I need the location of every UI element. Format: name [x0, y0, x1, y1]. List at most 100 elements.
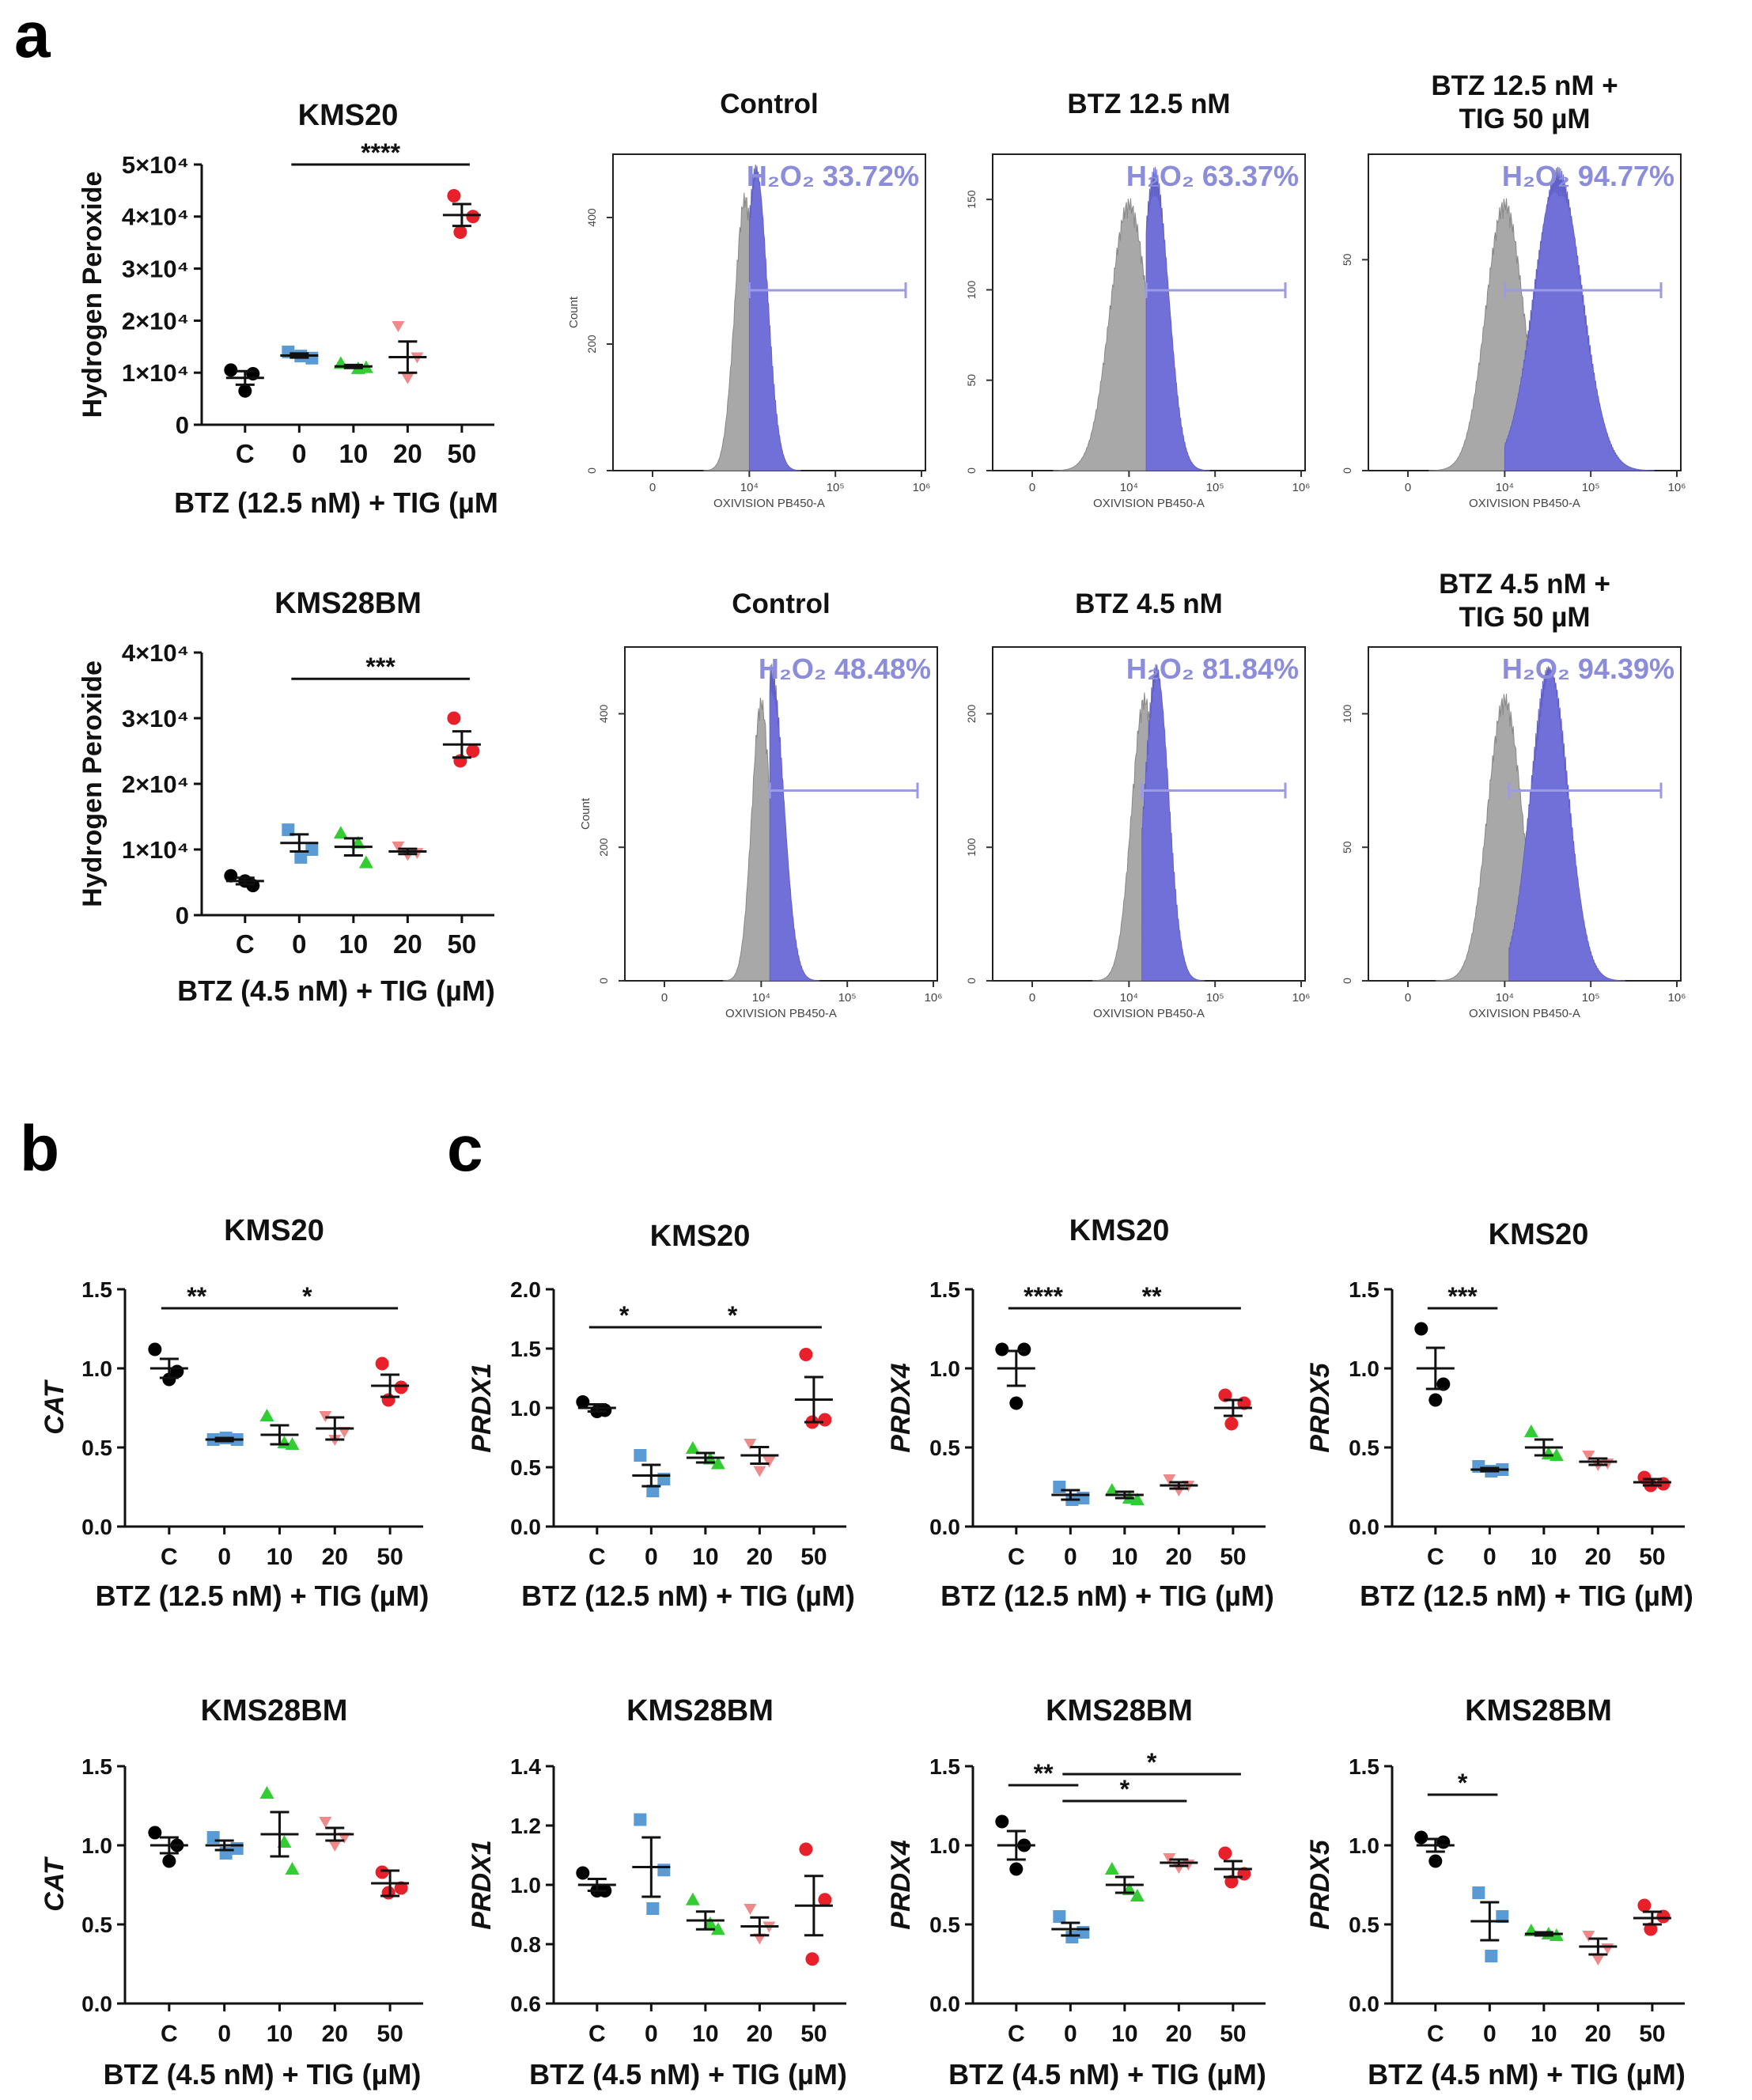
- y-tick-label: 0.5: [81, 1913, 112, 1937]
- x-tick-label: 10: [267, 1544, 293, 1570]
- data-point: [162, 1854, 176, 1868]
- gate-label: H₂O₂ 48.48%: [759, 653, 931, 685]
- y-axis-label: PRDX1: [467, 1840, 497, 1929]
- histogram-x-tick-label: 10⁶: [913, 481, 931, 494]
- y-tick-label: 0.5: [929, 1436, 960, 1460]
- data-point: [710, 1922, 725, 1935]
- y-tick-label: 0.0: [81, 1992, 112, 2016]
- data-point: [259, 1786, 274, 1799]
- sample-distribution: [1141, 664, 1205, 982]
- data-point: [453, 754, 467, 768]
- histogram-y-tick-label: 200: [965, 705, 978, 724]
- histogram-x-tick-label: 0: [649, 481, 656, 494]
- histogram-y-tick-label: 150: [965, 190, 978, 209]
- data-point: [206, 1831, 220, 1844]
- data-point: [818, 1893, 832, 1907]
- x-tick-label: 20: [747, 2021, 773, 2047]
- data-point: [294, 850, 308, 864]
- x-tick-label: 50: [448, 929, 477, 959]
- chart-title: KMS20: [224, 1214, 324, 1247]
- y-tick-label: 1.0: [81, 1356, 112, 1381]
- chart-title: KMS20: [1489, 1218, 1589, 1251]
- x-tick-label: 0: [1483, 1544, 1497, 1570]
- x-tick-label: 0: [1483, 2021, 1497, 2047]
- y-axis-label: PRDX4: [886, 1363, 916, 1452]
- data-point: [328, 1841, 342, 1852]
- x-tick-label: 50: [1220, 1544, 1246, 1570]
- y-tick-label: 1.5: [929, 1277, 960, 1302]
- data-point: [1053, 1910, 1066, 1923]
- x-tick-label: C: [161, 1544, 178, 1570]
- gate-label: H₂O₂ 63.37%: [1126, 160, 1299, 192]
- x-tick-label: C: [1427, 2021, 1444, 2047]
- histogram-h5: BTZ 4.5 nM H₂O₂ 81.84% 0 100 200 0 10⁴ 10⁵ 10⁶ OX…: [965, 588, 1310, 1020]
- histogram-y-tick-label: 50: [1341, 253, 1353, 266]
- y-tick-label: 0.6: [510, 1992, 541, 2016]
- data-point: [762, 1456, 776, 1468]
- x-tick-label: 0: [1064, 2021, 1077, 2047]
- x-tick-label: 20: [1585, 2021, 1611, 2047]
- histogram-x-label: OXIVISION PB450-A: [1093, 1007, 1205, 1020]
- data-point: [148, 1342, 162, 1356]
- significance-label: *: [1120, 1775, 1130, 1803]
- data-point: [1224, 1875, 1239, 1889]
- histogram-h2: BTZ 12.5 nM H₂O₂ 63.37% 0 50 100 150 0 10⁴ 10⁵ 10…: [965, 89, 1310, 510]
- x-tick-label: 20: [1585, 1544, 1611, 1570]
- y-tick-label: 2×10⁴: [122, 307, 189, 335]
- y-axis-label: PRDX5: [1305, 1362, 1335, 1452]
- histogram-x-tick-label: 0: [1029, 991, 1035, 1005]
- histogram-x-tick-label: 10⁵: [1582, 481, 1600, 494]
- x-axis-label: BTZ (4.5 nM) + TIG (µM): [177, 974, 495, 1007]
- x-axis-label: BTZ (12.5 nM) + TIG (µM): [1360, 1580, 1693, 1612]
- histogram-y-tick-label: 200: [585, 335, 598, 354]
- data-point: [375, 1356, 389, 1371]
- x-tick-label: 10: [339, 439, 368, 468]
- data-point: [1130, 1889, 1145, 1901]
- x-axis-label: BTZ (12.5 nM) + TIG (µM): [940, 1580, 1274, 1612]
- histogram-x-tick-label: 10⁶: [1668, 481, 1686, 494]
- histogram-y-label: Count: [579, 797, 592, 830]
- data-point: [1428, 1393, 1443, 1407]
- y-tick-label: 0.8: [510, 1932, 541, 1957]
- data-point: [466, 210, 480, 224]
- histogram-y-tick-label: 100: [965, 838, 978, 857]
- y-tick-label: 0.5: [1349, 1913, 1379, 1937]
- y-tick-label: 3×10⁴: [122, 705, 189, 732]
- panel-letter-c: c: [447, 1113, 483, 1185]
- y-tick-label: 4×10⁴: [122, 639, 189, 667]
- data-point: [381, 1393, 395, 1407]
- significance-label: ****: [361, 138, 400, 167]
- histogram-x-tick-label: 10⁵: [1206, 991, 1224, 1005]
- significance-label: *: [1147, 1748, 1157, 1776]
- data-point: [1077, 1926, 1090, 1939]
- y-tick-label: 1.4: [510, 1754, 541, 1779]
- y-axis-label: PRDX5: [1305, 1839, 1335, 1929]
- histogram-x-tick-label: 10⁶: [925, 991, 943, 1005]
- histogram-x-tick-label: 0: [661, 991, 668, 1005]
- sample-distribution: [769, 664, 820, 982]
- x-axis-label: BTZ (12.5 nM) + TIG (µM: [174, 486, 498, 519]
- histogram-y-tick-label: 0: [1341, 978, 1353, 984]
- histogram-x-tick-label: 10⁴: [740, 481, 759, 494]
- x-tick-label: 20: [393, 439, 422, 468]
- histogram-x-tick-label: 10⁶: [1668, 991, 1686, 1005]
- data-point: [447, 711, 461, 725]
- y-tick-label: 0: [176, 902, 189, 929]
- data-point: [394, 1881, 408, 1895]
- x-tick-label: 20: [393, 929, 422, 959]
- histogram-x-tick-label: 10⁶: [1292, 991, 1311, 1005]
- chart-b2: KMS28BM 0.0 0.5 1.0 1.5 C 0 10 20 50 BTZ (4.5 nM) …: [40, 1694, 423, 2091]
- x-tick-label: 10: [1111, 1544, 1137, 1570]
- x-tick-label: 50: [448, 439, 477, 468]
- histogram-x-tick-label: 0: [1405, 481, 1411, 494]
- data-point: [753, 1466, 766, 1478]
- chart-title: KMS28BM: [626, 1694, 774, 1727]
- data-point: [1218, 1846, 1232, 1860]
- data-point: [1077, 1492, 1090, 1504]
- data-point: [1218, 1388, 1232, 1402]
- data-point: [224, 363, 238, 377]
- data-point: [224, 868, 238, 883]
- y-tick-label: 2×10⁴: [122, 770, 189, 798]
- data-point: [1582, 1931, 1595, 1942]
- x-tick-label: 20: [322, 1544, 348, 1570]
